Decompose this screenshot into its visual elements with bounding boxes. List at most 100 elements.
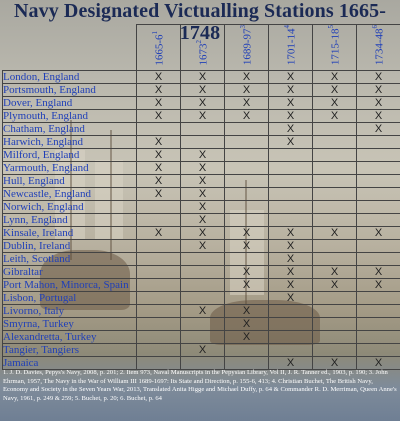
empty-cell — [356, 317, 400, 332]
source-notes: 1. J. D. Davies, Pepys's Navy, 2008, p. … — [3, 369, 397, 402]
station-mark: X — [224, 330, 269, 345]
station-mark: X — [312, 278, 357, 293]
footnote-ref: 2 — [195, 39, 204, 44]
station-name: Portsmouth, England — [2, 83, 137, 98]
empty-cell — [356, 304, 400, 319]
table-row: Smyrna, Turkey X — [2, 317, 400, 332]
table-row: Jamaica X X X — [2, 356, 400, 371]
empty-cell — [180, 278, 225, 293]
station-mark: X — [356, 109, 400, 124]
empty-cell — [224, 291, 269, 306]
station-mark: X — [224, 278, 269, 293]
table-row: Newcastle, England X X — [2, 187, 400, 202]
station-mark: X — [356, 265, 400, 280]
station-mark: X — [136, 96, 181, 111]
station-mark: X — [136, 174, 181, 189]
empty-cell — [356, 252, 400, 267]
station-mark: X — [268, 70, 313, 85]
empty-cell — [312, 291, 357, 306]
empty-cell — [136, 291, 181, 306]
corner-cell — [2, 24, 137, 72]
empty-cell — [224, 343, 269, 358]
footnote-ref: 3 — [239, 25, 248, 29]
station-mark: X — [356, 226, 400, 241]
empty-cell — [312, 122, 357, 137]
station-mark: X — [268, 109, 313, 124]
empty-cell — [224, 200, 269, 215]
table-row: Harwich, England X X — [2, 135, 400, 150]
station-mark: X — [268, 135, 313, 150]
table-row: Leith, Scotland X — [2, 252, 400, 267]
empty-cell — [312, 135, 357, 150]
station-mark: X — [136, 135, 181, 150]
empty-cell — [136, 356, 181, 371]
station-name: Lisbon, Portugal — [2, 291, 137, 306]
empty-cell — [312, 213, 357, 228]
station-mark: X — [224, 83, 269, 98]
empty-cell — [312, 252, 357, 267]
station-mark: X — [180, 174, 225, 189]
station-mark: X — [224, 265, 269, 280]
station-mark: X — [136, 226, 181, 241]
footnote-ref: 5 — [327, 25, 336, 29]
empty-cell — [268, 200, 313, 215]
station-name: Gibraltar — [2, 265, 137, 280]
station-name: Harwich, England — [2, 135, 137, 150]
station-mark: X — [224, 304, 269, 319]
station-mark: X — [136, 70, 181, 85]
station-mark: X — [224, 239, 269, 254]
station-mark: X — [180, 148, 225, 163]
station-mark: X — [180, 70, 225, 85]
empty-cell — [356, 200, 400, 215]
empty-cell — [224, 135, 269, 150]
period-header: 1715-185 — [312, 23, 357, 72]
period-header: 1734-486 — [356, 23, 400, 72]
footnote-ref: 4 — [283, 25, 292, 29]
period-label: 16732 — [195, 39, 210, 66]
empty-cell — [268, 213, 313, 228]
station-name: Newcastle, England — [2, 187, 137, 202]
period-header: 1689-973 — [224, 23, 269, 72]
station-mark: X — [356, 70, 400, 85]
station-mark: X — [268, 226, 313, 241]
empty-cell — [356, 330, 400, 345]
station-mark: X — [180, 304, 225, 319]
empty-cell — [268, 317, 313, 332]
station-name: Chatham, England — [2, 122, 137, 137]
table-row: London, England X X X X X X — [2, 70, 400, 85]
empty-cell — [268, 187, 313, 202]
page-title: Navy Designated Victualling Stations 166… — [13, 0, 386, 44]
station-mark: X — [268, 83, 313, 98]
station-mark: X — [356, 83, 400, 98]
empty-cell — [224, 187, 269, 202]
table-row: Plymouth, England X X X X X X — [2, 109, 400, 124]
station-mark: X — [180, 109, 225, 124]
empty-cell — [268, 304, 313, 319]
table-row: Portsmouth, England X X X X X X — [2, 83, 400, 98]
empty-cell — [180, 135, 225, 150]
station-mark: X — [180, 213, 225, 228]
station-mark: X — [224, 226, 269, 241]
station-name: Plymouth, England — [2, 109, 137, 124]
period-header: 1665-61 — [136, 23, 181, 72]
empty-cell — [312, 343, 357, 358]
empty-cell — [312, 187, 357, 202]
table-row: Chatham, England X X — [2, 122, 400, 137]
station-name: Smyrna, Turkey — [2, 317, 137, 332]
station-mark: X — [312, 109, 357, 124]
empty-cell — [136, 304, 181, 319]
station-name: Dublin, Ireland — [2, 239, 137, 254]
station-mark: X — [180, 226, 225, 241]
station-mark: X — [312, 265, 357, 280]
period-label: 1734-486 — [371, 25, 386, 66]
station-mark: X — [136, 161, 181, 176]
empty-cell — [312, 200, 357, 215]
station-name: London, England — [2, 70, 137, 85]
station-mark: X — [312, 356, 357, 371]
empty-cell — [224, 174, 269, 189]
station-mark: X — [180, 200, 225, 215]
empty-cell — [224, 213, 269, 228]
station-mark: X — [312, 70, 357, 85]
station-mark: X — [268, 278, 313, 293]
station-mark: X — [268, 291, 313, 306]
